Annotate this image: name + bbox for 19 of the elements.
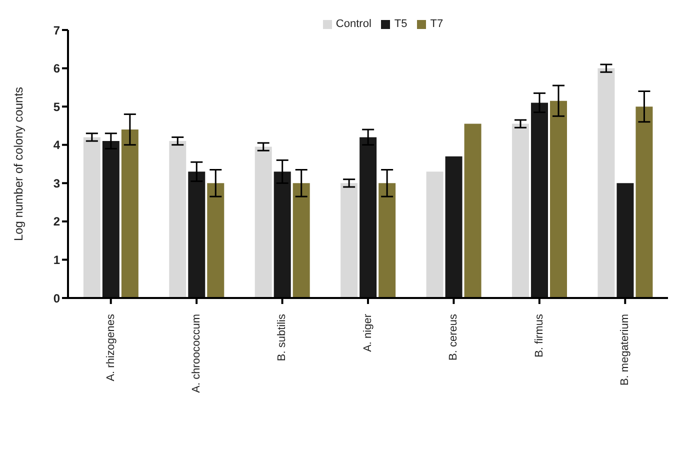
- y-tick-label: 1: [53, 252, 60, 267]
- x-tick-label: A. chroococcum: [190, 314, 202, 393]
- legend-label: Control: [336, 18, 372, 30]
- y-tick-label: 6: [53, 62, 60, 76]
- x-tick-label: A. niger: [362, 314, 374, 352]
- x-tick-label: A. rhizogenes: [104, 314, 117, 382]
- x-tick-label: B. megaterium: [619, 314, 632, 386]
- y-tick-label: 5: [53, 100, 60, 114]
- y-tick-label: 7: [53, 23, 60, 38]
- x-tick-label: B. subtilis: [276, 314, 288, 362]
- legend-label: T5: [394, 18, 408, 30]
- y-tick-label: 0: [53, 291, 60, 306]
- y-tick-label: 2: [53, 214, 60, 229]
- y-tick-label: 4: [53, 138, 60, 152]
- y-tick-label: 3: [53, 176, 60, 190]
- legend-label: T7: [430, 18, 444, 30]
- x-tick-label: B. firmus: [533, 314, 546, 358]
- y-axis-title: Log number of colony counts: [11, 86, 26, 242]
- x-tick-label: B. cereus: [448, 314, 460, 360]
